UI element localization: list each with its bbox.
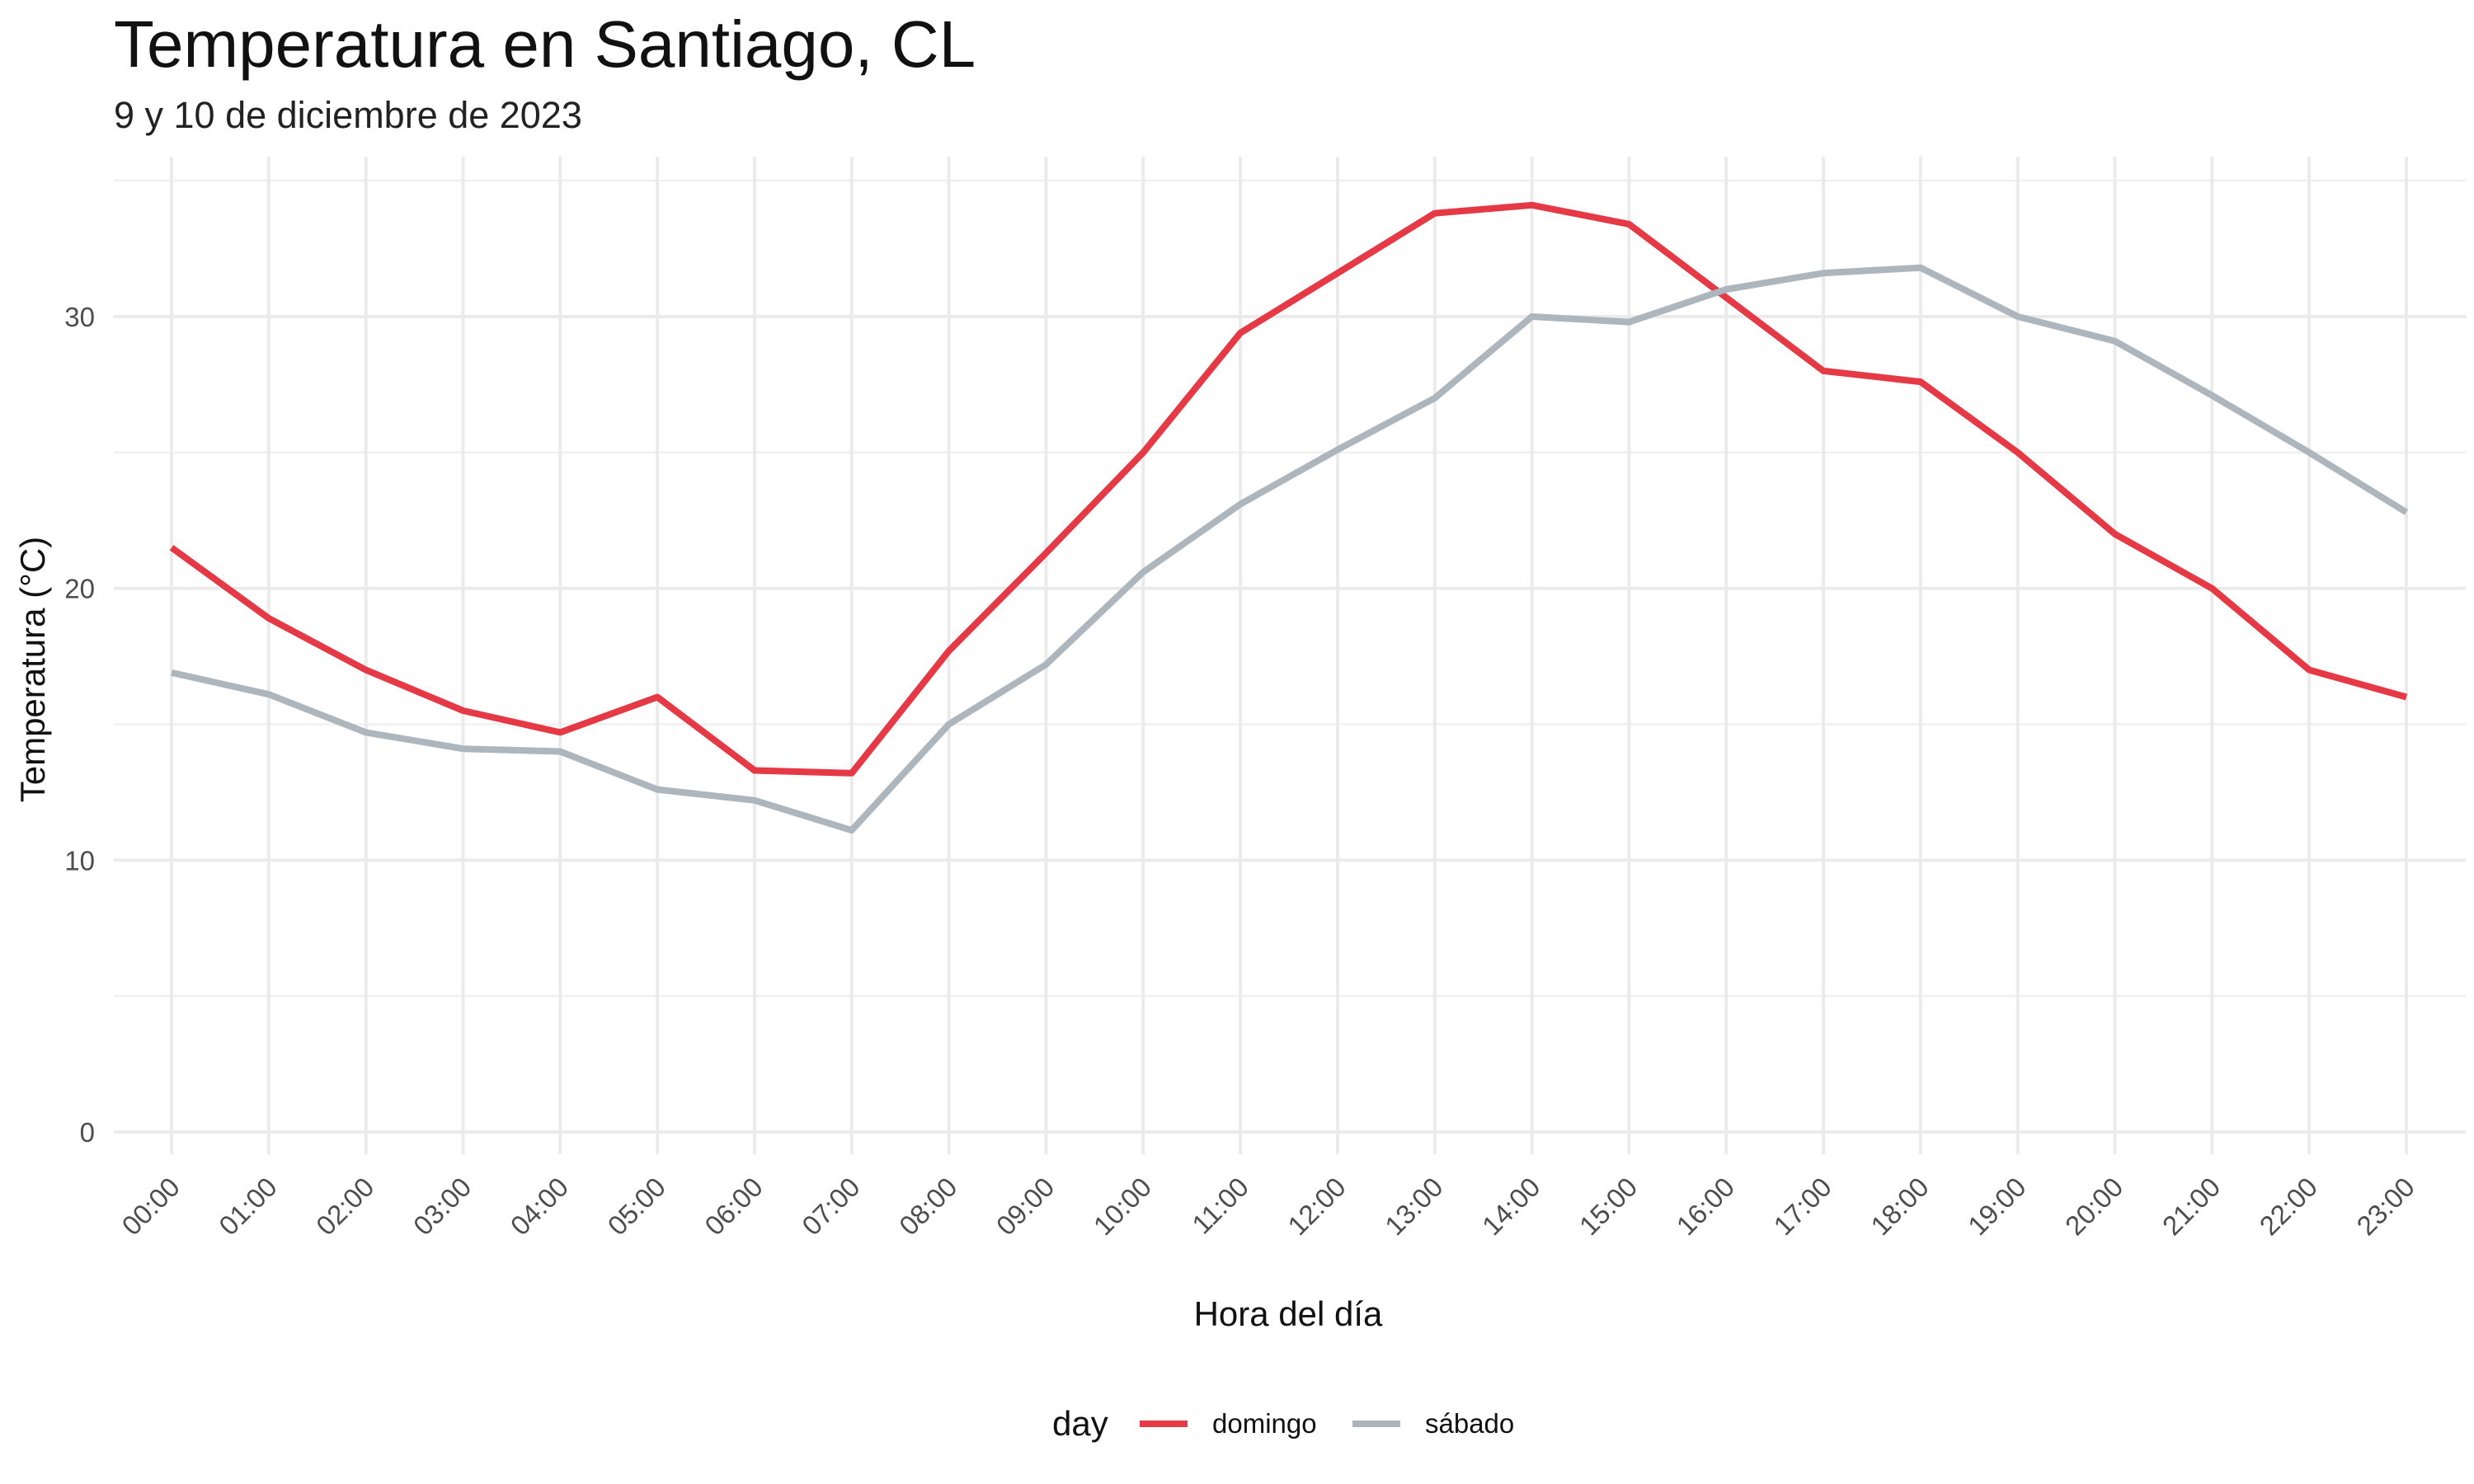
x-tick-label: 16:00 [1671,1172,1741,1242]
x-tick-label: 08:00 [893,1172,963,1242]
series-line-sábado [171,264,2409,834]
series-line-domingo [169,201,2408,777]
chart-subtitle: 9 y 10 de diciembre de 2023 [114,94,582,136]
x-axis-ticks: 00:00 01:00 02:00 03:00 04:00 05:00 06:00 07:00… [115,1172,2420,1242]
y-axis-title: Temperatura (°C) [13,537,52,803]
x-tick-label: 18:00 [1865,1172,1935,1242]
y-tick-label: 0 [80,1117,95,1148]
x-tick-label: 22:00 [2254,1172,2324,1242]
y-tick-label: 20 [64,574,95,604]
x-tick-label: 05:00 [602,1172,672,1242]
legend: day domingo sábado [1052,1404,1514,1443]
x-tick-label: 11:00 [1186,1172,1254,1240]
x-tick-label: 00:00 [115,1172,186,1242]
y-tick-label: 10 [64,845,95,876]
x-tick-label: 19:00 [1962,1172,2032,1242]
x-tick-label: 14:00 [1476,1172,1546,1242]
x-tick-label: 23:00 [2350,1172,2420,1242]
x-tick-label: 10:00 [1088,1172,1158,1242]
x-axis-title: Hora del día [1194,1294,1383,1333]
x-tick-label: 21:00 [2157,1172,2227,1242]
y-axis-ticks: 0 10 20 30 [64,302,95,1148]
x-tick-label: 12:00 [1282,1172,1352,1242]
x-tick-label: 20:00 [2059,1172,2129,1242]
series-layer [169,201,2409,834]
legend-label-domingo: domingo [1212,1408,1317,1439]
grid-layer [114,157,2466,1154]
x-tick-label: 02:00 [310,1172,380,1242]
x-tick-label: 13:00 [1379,1172,1449,1242]
chart-title: Temperatura en Santiago, CL [114,7,976,81]
x-tick-label: 01:00 [213,1172,283,1242]
x-tick-label: 07:00 [796,1172,866,1242]
legend-items: domingo sábado [1140,1408,1514,1439]
legend-label-sábado: sábado [1425,1408,1514,1439]
x-tick-label: 15:00 [1573,1172,1644,1242]
x-tick-label: 04:00 [505,1172,575,1242]
x-tick-label: 17:00 [1767,1172,1837,1242]
x-tick-label: 06:00 [698,1172,769,1242]
legend-title: day [1052,1404,1108,1443]
y-tick-label: 30 [64,302,95,332]
x-tick-label: 09:00 [990,1172,1061,1242]
x-tick-label: 03:00 [407,1172,477,1242]
